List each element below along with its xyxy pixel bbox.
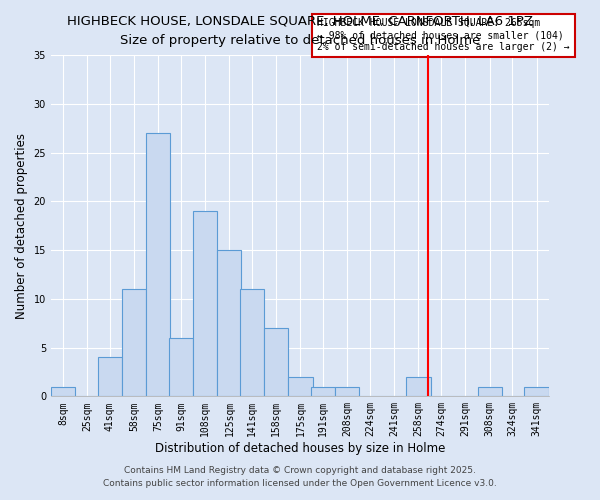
Bar — [311, 386, 335, 396]
Text: HIGHBECK HOUSE LONSDALE SQUARE: 265sqm
← 98% of detached houses are smaller (104: HIGHBECK HOUSE LONSDALE SQUARE: 265sqm ←… — [317, 18, 570, 52]
Bar — [289, 377, 313, 396]
Y-axis label: Number of detached properties: Number of detached properties — [15, 132, 28, 318]
Title: HIGHBECK HOUSE, LONSDALE SQUARE, HOLME, CARNFORTH, LA6 1PZ
Size of property rela: HIGHBECK HOUSE, LONSDALE SQUARE, HOLME, … — [67, 15, 533, 47]
Bar — [51, 386, 75, 396]
Bar — [335, 386, 359, 396]
Bar — [217, 250, 241, 396]
Bar — [146, 133, 170, 396]
Bar — [524, 386, 548, 396]
Bar — [406, 377, 431, 396]
Bar — [240, 289, 264, 397]
Bar — [98, 358, 122, 397]
X-axis label: Distribution of detached houses by size in Holme: Distribution of detached houses by size … — [155, 442, 445, 455]
Bar — [193, 211, 217, 396]
Bar — [478, 386, 502, 396]
Text: Contains HM Land Registry data © Crown copyright and database right 2025.
Contai: Contains HM Land Registry data © Crown c… — [103, 466, 497, 487]
Bar — [169, 338, 193, 396]
Bar — [264, 328, 289, 396]
Bar — [122, 289, 146, 397]
